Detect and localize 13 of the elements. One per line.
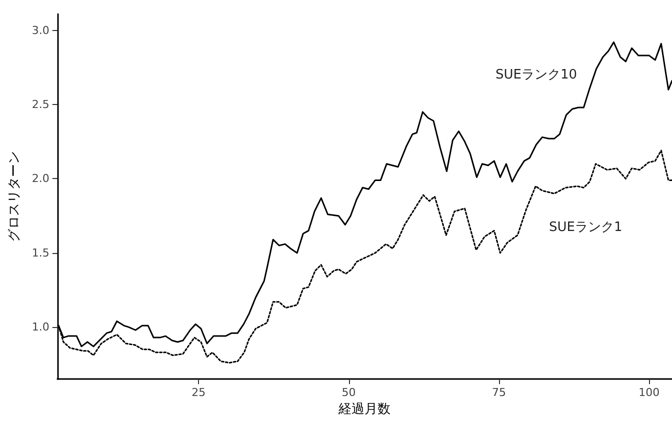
x-tick-label: 25 bbox=[192, 386, 206, 400]
x-tick-label: 100 bbox=[638, 386, 660, 400]
y-tick-label: 3.0 bbox=[32, 24, 50, 37]
y-axis-title: グロスリターン bbox=[7, 151, 22, 242]
series-label: SUEランク1 bbox=[549, 220, 622, 236]
y-tick-label: 2.0 bbox=[32, 172, 50, 186]
x-tick-label: 75 bbox=[492, 386, 506, 400]
x-tick-label: 50 bbox=[342, 386, 356, 400]
y-tick-label: 2.5 bbox=[32, 98, 50, 112]
y-tick-label: 1.0 bbox=[32, 320, 50, 334]
y-tick-label: 1.5 bbox=[32, 246, 50, 260]
series-label: SUEランク10 bbox=[495, 67, 578, 82]
x-axis-title: 経過月数 bbox=[338, 402, 391, 417]
